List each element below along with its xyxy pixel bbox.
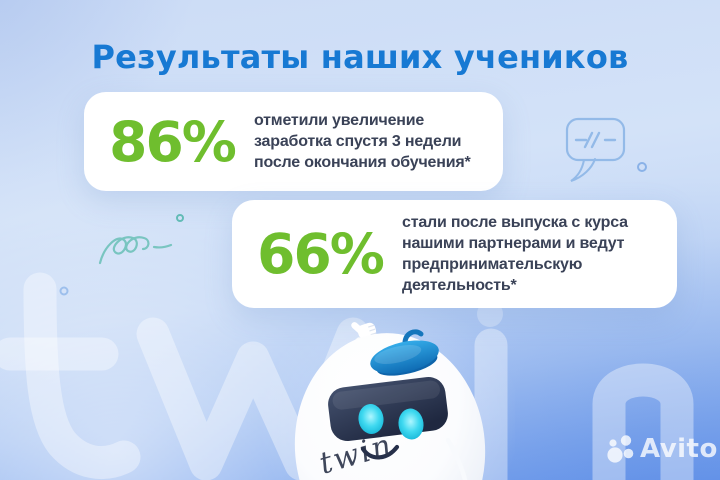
- stat-description: стали после выпуска с курса нашими партн…: [402, 214, 628, 294]
- robot-eye-right: [398, 408, 424, 440]
- circle-doodle-icon: [176, 214, 184, 222]
- beret-stem: [402, 329, 424, 345]
- robot-eye-left: [358, 404, 384, 434]
- page-title: Результаты наших учеников: [91, 38, 629, 76]
- squiggle-icon: [98, 236, 173, 265]
- stat-card: 86% отметили увеличение заработка спустя…: [84, 92, 503, 191]
- robot-arm-right: [445, 437, 468, 480]
- stat-card: 66% стали после выпуска с курса нашими п…: [232, 200, 677, 308]
- robot-beret: [370, 329, 439, 376]
- robot-smile: [360, 444, 400, 460]
- watermark-letter-n: [592, 363, 694, 480]
- circle-doodle-icon: [637, 162, 647, 172]
- stat-description: отметили увеличение заработка спустя 3 н…: [254, 112, 471, 171]
- avito-logo-icon: [607, 435, 634, 463]
- stat-value: 86%: [109, 109, 237, 174]
- robot-mascot: twin: [258, 308, 515, 480]
- avito-logo-text: Avito: [640, 434, 718, 464]
- stat-value: 66%: [257, 222, 385, 286]
- speech-bubble-icon: [565, 117, 626, 182]
- circle-doodle-icon: [59, 286, 69, 296]
- avito-logo: Avito: [606, 434, 718, 464]
- watermark-letter-t: [23, 272, 141, 479]
